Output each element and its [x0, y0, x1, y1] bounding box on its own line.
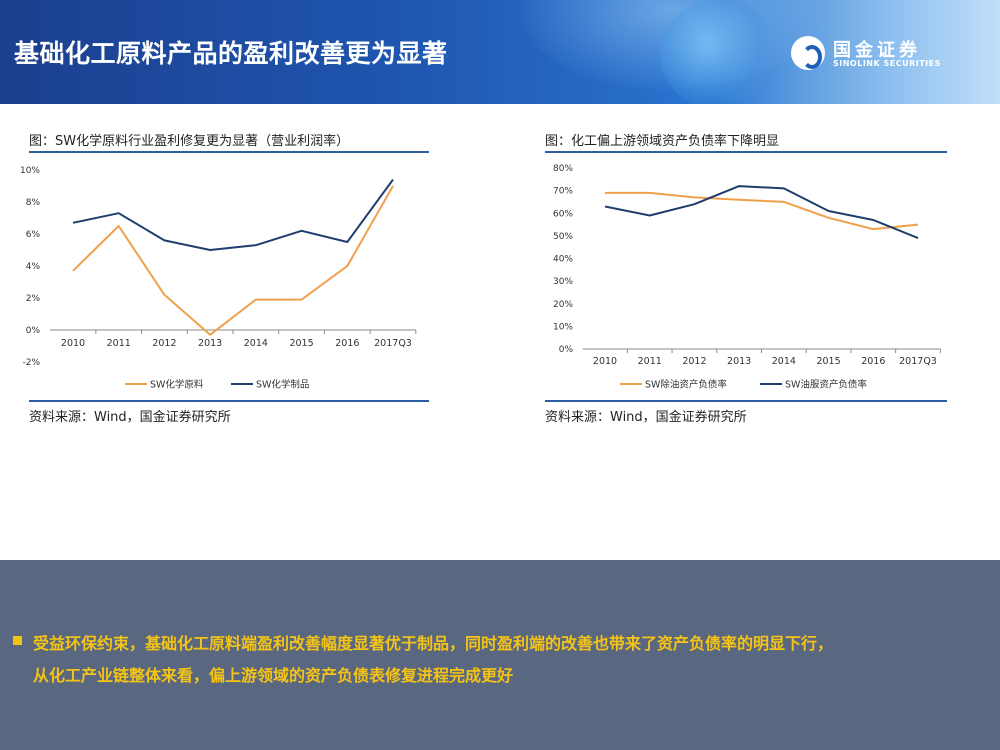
series-line	[605, 191, 919, 231]
y-tick-label: 70%	[553, 187, 573, 197]
x-tick-label: 2013	[727, 356, 751, 367]
y-tick-label: 0%	[26, 326, 41, 336]
chart-caption: 图：SW化学原料行业盈利修复更为显著（营业利润率）	[29, 134, 350, 149]
chart-source: 资料来源：Wind，国金证券研究所	[545, 410, 747, 425]
caption-rule	[29, 151, 429, 153]
y-tick-label: 2%	[26, 294, 41, 304]
source-rule	[29, 400, 429, 402]
chart-caption: 图：化工偏上游领域资产负债率下降明显	[545, 134, 780, 149]
summary-text: 受益环保约束，基础化工原料端盈利改善幅度显著优于制品，同时盈利端的改善也带来了资…	[33, 628, 1000, 692]
y-tick-label: 8%	[26, 198, 41, 208]
y-tick-label: 80%	[553, 164, 573, 174]
x-tick-label: 2014	[772, 356, 796, 367]
y-tick-label: 40%	[553, 255, 573, 265]
bullet-square-icon	[13, 636, 22, 645]
summary-line: 从化工产业链整体来看，偏上游领域的资产负债表修复进程完成更好	[33, 666, 514, 685]
x-tick-label: 2017Q3	[374, 338, 412, 349]
y-tick-label: 6%	[26, 230, 41, 240]
series-line	[604, 185, 919, 240]
y-tick-label: 4%	[26, 262, 41, 272]
y-tick-label: 50%	[553, 232, 573, 242]
x-tick-label: 2016	[861, 356, 885, 367]
x-tick-label: 2011	[638, 356, 662, 367]
right-chart-panel: 图：化工偏上游领域资产负债率下降明显 80% 70% 60% 50% 40% 30% 20%…	[545, 130, 947, 430]
logo-mark-icon	[791, 36, 825, 70]
summary-section	[0, 560, 1000, 750]
y-tick-label: 20%	[553, 300, 573, 310]
y-tick-label: 60%	[553, 209, 573, 219]
logo-text-en: SINOLINK SECURITIES	[833, 59, 941, 68]
header-banner: 基础化工原料产品的盈利改善更为显著 国金证券 SINOLINK SECURITI…	[0, 0, 1000, 104]
source-rule	[545, 400, 947, 402]
x-tick-label: 2017Q3	[899, 356, 937, 367]
x-tick-label: 2016	[335, 338, 359, 349]
legend-label: SW化学原料	[150, 379, 204, 391]
logo-text-cn: 国金证券	[833, 40, 921, 61]
chart-source: 资料来源：Wind，国金证券研究所	[29, 410, 231, 425]
page-title: 基础化工原料产品的盈利改善更为显著	[14, 39, 448, 68]
x-tick-label: 2015	[816, 356, 840, 367]
y-tick-label: -2%	[22, 358, 40, 368]
left-chart-panel: 图：SW化学原料行业盈利修复更为显著（营业利润率） 10% 8% 6% 4% 2% 0% -…	[20, 130, 429, 430]
series-line	[72, 179, 394, 251]
y-tick-label: 0%	[559, 345, 574, 355]
caption-rule	[545, 151, 947, 153]
header-decoration	[720, 0, 1000, 104]
x-tick-label: 2010	[61, 338, 85, 349]
legend-label: SW化学制品	[256, 379, 309, 391]
x-tick-label: 2011	[107, 338, 131, 349]
x-tick-label: 2010	[593, 356, 617, 367]
x-tick-label: 2012	[152, 338, 176, 349]
summary-line: 受益环保约束，基础化工原料端盈利改善幅度显著优于制品，同时盈利端的改善也带来了资…	[33, 634, 834, 653]
y-tick-label: 10%	[553, 322, 573, 332]
x-tick-label: 2013	[198, 338, 222, 349]
x-tick-label: 2012	[682, 356, 706, 367]
company-logo: 国金证券 SINOLINK SECURITIES	[791, 36, 961, 72]
x-tick-label: 2015	[289, 338, 313, 349]
legend-label: SW除油资产负债率	[645, 379, 727, 391]
legend-label: SW油服资产负债率	[785, 379, 867, 391]
x-tick-label: 2014	[244, 338, 268, 349]
series-line	[72, 185, 394, 336]
y-tick-label: 30%	[553, 277, 573, 287]
y-tick-label: 10%	[20, 166, 40, 176]
